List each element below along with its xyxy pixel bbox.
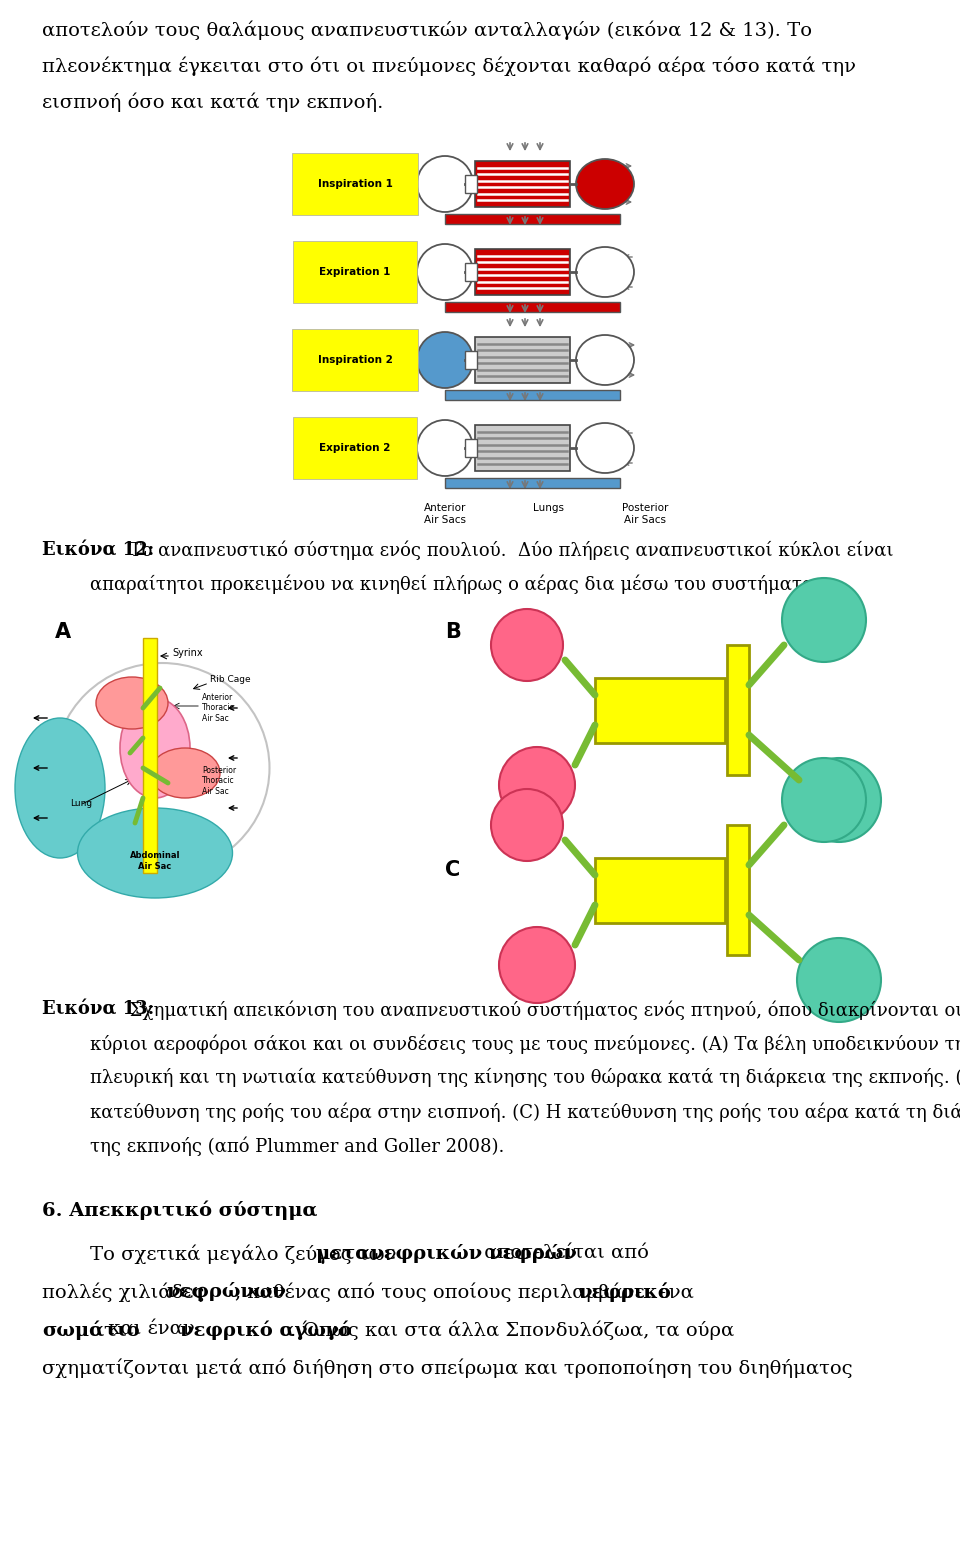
Bar	[475, 425, 570, 470]
Text: Rib Cage: Rib Cage	[210, 675, 251, 685]
Bar	[595, 858, 725, 922]
Text: Εικόνα 13:: Εικόνα 13:	[42, 1000, 155, 1018]
Ellipse shape	[120, 699, 190, 799]
Ellipse shape	[150, 749, 220, 799]
Text: C: C	[445, 860, 460, 880]
Text: και έναν: και έναν	[102, 1321, 201, 1338]
Text: Syrinx: Syrinx	[172, 649, 203, 658]
Circle shape	[417, 331, 473, 388]
Bar	[475, 338, 570, 383]
Bar	[727, 646, 749, 775]
Bar	[727, 825, 749, 955]
Text: Lungs: Lungs	[533, 503, 564, 513]
Circle shape	[491, 789, 563, 861]
Circle shape	[417, 156, 473, 213]
Bar	[465, 352, 477, 369]
Bar	[445, 478, 620, 488]
Text: εισπνοή όσο και κατά την εκπνοή.: εισπνοή όσο και κατά την εκπνοή.	[42, 92, 383, 111]
Text: νεφρικό αγωγό: νεφρικό αγωγό	[180, 1321, 351, 1339]
Text: Abdominal
Air Sac: Abdominal Air Sac	[130, 852, 180, 871]
Text: Posterior
Thoracic
Air Sac: Posterior Thoracic Air Sac	[202, 766, 236, 796]
Text: σχηματίζονται μετά από διήθηση στο σπείρωμα και τροποποίηση του διηθήματος: σχηματίζονται μετά από διήθηση στο σπείρ…	[42, 1358, 852, 1377]
Ellipse shape	[576, 159, 634, 209]
Ellipse shape	[96, 677, 168, 728]
Bar	[445, 302, 620, 313]
Text: Inspiration 1: Inspiration 1	[318, 180, 393, 189]
Text: Το αναπνευστικό σύστημα ενός πουλιού.  Δύο πλήρεις αναπνευστικοί κύκλοι είναι: Το αναπνευστικό σύστημα ενός πουλιού. Δύ…	[124, 541, 894, 561]
Text: Posterior
Air Sacs: Posterior Air Sacs	[622, 503, 668, 525]
Bar	[445, 391, 620, 400]
Text: αποτελείται από: αποτελείται από	[478, 1244, 649, 1261]
Bar	[465, 175, 477, 192]
Circle shape	[491, 610, 563, 681]
Text: Εικόνα 12:: Εικόνα 12:	[42, 541, 155, 560]
Text: Anterior
Air Sacs: Anterior Air Sacs	[423, 503, 467, 525]
Text: , καθένας από τους οποίους περιλαμβάνει ένα: , καθένας από τους οποίους περιλαμβάνει …	[235, 1282, 700, 1302]
Bar	[445, 214, 620, 224]
Text: A: A	[55, 622, 71, 642]
Circle shape	[417, 420, 473, 477]
Text: αποτελούν τους θαλάμους αναπνευστικών ανταλλαγών (εικόνα 12 & 13). Το: αποτελούν τους θαλάμους αναπνευστικών αν…	[42, 20, 812, 39]
Bar	[595, 677, 725, 742]
Text: Το σχετικά μεγάλο ζεύγος των: Το σχετικά μεγάλο ζεύγος των	[90, 1244, 403, 1263]
Text: Lung: Lung	[70, 799, 92, 808]
Circle shape	[797, 758, 881, 842]
Bar	[445, 302, 620, 313]
Circle shape	[417, 244, 473, 300]
Text: πλευρική και τη νωτιαία κατεύθυνση της κίνησης του θώρακα κατά τη διάρκεια της ε: πλευρική και τη νωτιαία κατεύθυνση της κ…	[90, 1068, 960, 1088]
Text: κατεύθυνση της ροής του αέρα στην εισπνοή. (C) Η κατεύθυνση της ροής του αέρα κα: κατεύθυνση της ροής του αέρα στην εισπνο…	[90, 1102, 960, 1122]
Bar	[475, 249, 570, 295]
Text: απαραίτητοι προκειμένου να κινηθεί πλήρως ο αέρας δια μέσω του συστήματος.: απαραίτητοι προκειμένου να κινηθεί πλήρω…	[90, 575, 828, 594]
Ellipse shape	[15, 717, 105, 858]
Text: μετανεφρικών νεφρών: μετανεφρικών νεφρών	[316, 1244, 577, 1263]
Bar	[445, 478, 620, 488]
Bar	[445, 391, 620, 400]
Circle shape	[499, 927, 575, 1003]
Text: Inspiration 2: Inspiration 2	[318, 355, 393, 366]
Text: νεφρικό: νεφρικό	[578, 1282, 671, 1302]
Ellipse shape	[55, 663, 270, 874]
Text: B: B	[445, 622, 461, 642]
Circle shape	[782, 578, 866, 663]
Bar	[475, 161, 570, 206]
Circle shape	[499, 747, 575, 824]
Bar	[445, 214, 620, 224]
Ellipse shape	[576, 334, 634, 384]
Text: σωμάτιο: σωμάτιο	[42, 1321, 139, 1339]
Text: Expiration 1: Expiration 1	[320, 267, 391, 277]
Ellipse shape	[576, 247, 634, 297]
Text: Expiration 2: Expiration 2	[320, 442, 391, 453]
Text: πλεονέκτημα έγκειται στο ότι οι πνεύμονες δέχονται καθαρό αέρα τόσο κατά την: πλεονέκτημα έγκειται στο ότι οι πνεύμονε…	[42, 56, 856, 75]
Bar	[465, 263, 477, 281]
Circle shape	[782, 758, 866, 842]
Ellipse shape	[576, 424, 634, 474]
Bar	[143, 638, 157, 874]
Text: Anterior
Thoracic
Air Sac: Anterior Thoracic Air Sac	[202, 692, 234, 722]
Text: νεφρώνων: νεφρώνων	[167, 1282, 287, 1300]
Text: της εκπνοής (από Plummer and Goller 2008).: της εκπνοής (από Plummer and Goller 2008…	[90, 1136, 504, 1155]
Bar	[465, 439, 477, 456]
Text: . Όπως και στα άλλα Σπονδυλόζωα, τα ούρα: . Όπως και στα άλλα Σπονδυλόζωα, τα ούρα	[290, 1321, 734, 1339]
Text: 6. Απεκκριτικό σύστημα: 6. Απεκκριτικό σύστημα	[42, 1200, 318, 1219]
Text: πολλές χιλιάδες: πολλές χιλιάδες	[42, 1282, 210, 1302]
Text: κύριοι αεροφόροι σάκοι και οι συνδέσεις τους με τους πνεύμονες. (Α) Τα βέλη υποδ: κύριοι αεροφόροι σάκοι και οι συνδέσεις …	[90, 1035, 960, 1053]
Circle shape	[797, 938, 881, 1022]
Ellipse shape	[78, 808, 232, 899]
Text: Σχηματική απεικόνιση του αναπνευστικού συστήματος ενός πτηνού, όπου διακρίνονται: Σχηματική απεικόνιση του αναπνευστικού σ…	[124, 1000, 960, 1019]
